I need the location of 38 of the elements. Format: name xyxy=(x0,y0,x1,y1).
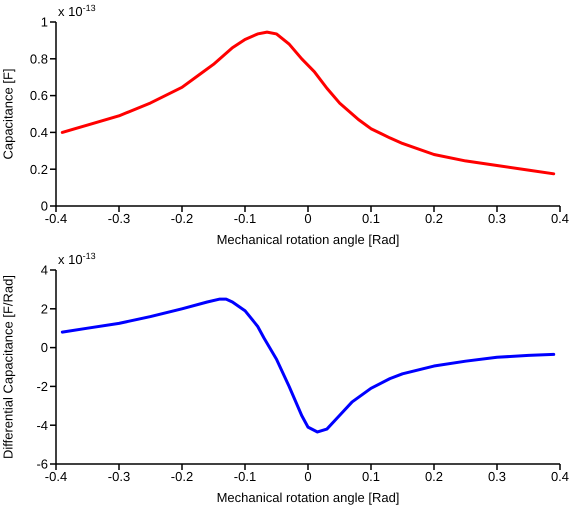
y-tick-label: 2 xyxy=(40,301,48,316)
y-tick-label: -2 xyxy=(36,379,48,394)
line-series xyxy=(60,30,556,176)
x-tick-label: 0.2 xyxy=(424,211,444,226)
y-tick-label: 0 xyxy=(40,340,48,356)
x-tick-label: -0.3 xyxy=(108,211,130,226)
y-tick-label: 1 xyxy=(40,14,48,30)
x-axis-title: Mechanical rotation angle [Rad] xyxy=(216,490,400,505)
x-tick-label: 0 xyxy=(304,211,312,226)
y-axis-title: Differential Capacitance [F/Rad] xyxy=(0,274,16,460)
text: x 10$^{-13}$ xyxy=(58,3,96,19)
x-tick-label: 0 xyxy=(304,469,312,484)
y-tick-label: 4 xyxy=(40,262,48,278)
line-series xyxy=(60,298,556,434)
x-tick-label: -0.2 xyxy=(170,211,194,226)
text: x 10$^{-13}$ xyxy=(58,251,96,267)
y-axis-title: Capacitance [F] xyxy=(0,68,16,160)
y-tick-label: -6 xyxy=(36,456,48,472)
y-tick-label: 0 xyxy=(40,198,48,214)
x-tick-label: -0.4 xyxy=(44,211,68,226)
x-tick-label: 0.3 xyxy=(488,469,506,484)
x-tick-label: 0.1 xyxy=(362,211,380,226)
y-tick-label: -4 xyxy=(36,418,48,433)
y-tick-label: 0.2 xyxy=(30,162,48,177)
x-tick-label: -0.3 xyxy=(108,469,130,484)
x-tick-label: -0.1 xyxy=(234,469,256,484)
x-tick-label: 0.4 xyxy=(550,469,570,484)
y-tick-label: 0.4 xyxy=(30,125,48,140)
y-tick-label: 0.8 xyxy=(30,51,48,66)
x-tick-label: -0.2 xyxy=(170,469,194,484)
x-axis-title: Mechanical rotation angle [Rad] xyxy=(216,232,400,247)
x-tick-label: -0.1 xyxy=(234,211,256,226)
x-tick-label: 0.3 xyxy=(488,211,506,226)
x-tick-label: 0.2 xyxy=(424,469,444,484)
x-tick-label: -0.4 xyxy=(44,469,68,484)
y-tick-label: 0.6 xyxy=(30,88,48,104)
x-tick-label: 0.4 xyxy=(550,211,570,226)
x-tick-label: 0.1 xyxy=(362,469,380,484)
